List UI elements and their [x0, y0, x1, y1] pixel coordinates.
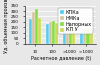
Bar: [72, 30, 75, 43]
Bar: [52, 21, 55, 43]
X-axis label: Расчетное давление (t): Расчетное давление (t): [30, 56, 91, 61]
Bar: [46, 24, 49, 43]
Bar: [35, 9, 38, 43]
Legend: КПКа, НМКа, Напорных, КП У: КПКа, НМКа, Напорных, КП У: [58, 8, 93, 34]
Bar: [55, 23, 58, 43]
Bar: [69, 26, 72, 43]
Y-axis label: Уд. объемная произв.: Уд. объемная произв.: [4, 0, 9, 53]
Bar: [83, 29, 86, 43]
Bar: [80, 32, 83, 43]
Bar: [90, 31, 93, 43]
Bar: [38, 18, 41, 43]
Bar: [63, 29, 66, 43]
Bar: [32, 12, 35, 43]
Bar: [49, 22, 52, 43]
Bar: [29, 19, 32, 43]
Bar: [86, 29, 90, 43]
Bar: [66, 27, 69, 43]
